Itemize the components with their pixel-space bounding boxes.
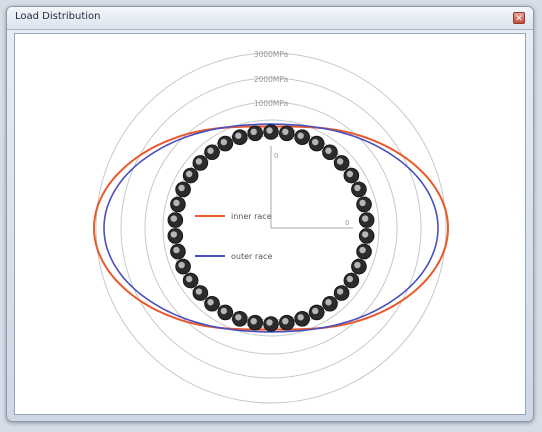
ball-highlight-20: [250, 317, 257, 325]
ball-highlight-10: [361, 231, 369, 238]
load-distribution-window: Load Distribution ✕ 3000MPa 2000MPa 1000MP…: [6, 6, 534, 422]
ring-2: [144, 101, 398, 355]
ball-highlight-37: [250, 128, 257, 136]
ring-label-2: 1000MPa: [254, 99, 288, 108]
ball-highlight-23: [207, 299, 214, 306]
ball-highlight-7: [354, 184, 361, 192]
legend-label-1: outer race: [231, 252, 272, 261]
ball-highlight-11: [359, 246, 366, 254]
ball-highlight-1: [282, 128, 289, 136]
title-bar: Load Distribution ✕: [7, 7, 533, 30]
ball-highlight-32: [185, 170, 193, 178]
ball-highlight-28: [170, 231, 178, 238]
ball-highlight-14: [336, 288, 344, 295]
axis-label-horizontal: 0: [345, 219, 349, 227]
ball-highlight-8: [359, 199, 366, 207]
ball-highlight-25: [185, 275, 193, 283]
ball-highlight-33: [195, 158, 203, 165]
ball-highlight-4: [325, 147, 332, 154]
ball-highlight-19: [266, 319, 273, 326]
ball-highlight-5: [336, 158, 344, 165]
ball-highlight-27: [173, 246, 180, 254]
ball-highlight-16: [311, 307, 319, 315]
ball-highlight-6: [346, 170, 354, 178]
ball-highlight-3: [311, 138, 319, 146]
chart-area: 3000MPa 2000MPa 1000MPa 0 0 inner race outer r…: [14, 33, 526, 415]
ring-label-1: 2000MPa: [254, 75, 288, 84]
outer-race-curve: [103, 123, 439, 333]
ball-highlight-30: [173, 199, 180, 207]
close-icon[interactable]: ✕: [513, 12, 525, 24]
ball-highlight-2: [297, 132, 304, 139]
ball-highlight-26: [178, 261, 185, 269]
ball-highlight-0: [266, 127, 273, 134]
load-distribution-chart: 3000MPa 2000MPa 1000MPa 0 0 inner race outer r…: [92, 50, 450, 404]
ball-highlight-17: [297, 314, 304, 321]
ball-highlight-13: [346, 275, 354, 283]
ring-label-0: 3000MPa: [254, 50, 288, 59]
ball-highlight-15: [325, 299, 332, 306]
ball-highlight-29: [170, 215, 178, 222]
ball-highlight-9: [361, 215, 369, 222]
ball-highlight-24: [195, 288, 203, 295]
ball-highlight-36: [235, 132, 242, 139]
window-title: Load Distribution: [15, 11, 101, 22]
ball-highlight-21: [235, 314, 242, 321]
ball-highlight-31: [178, 184, 185, 192]
ball-highlight-35: [220, 138, 228, 146]
ring-3: [162, 119, 380, 337]
axis-label-vertical: 0: [274, 152, 278, 160]
legend-label-0: inner race: [231, 212, 272, 221]
ball-highlight-18: [282, 317, 289, 325]
ball-highlight-34: [207, 147, 214, 154]
ball-highlight-12: [354, 261, 361, 269]
ring-0: [95, 52, 447, 404]
ball-highlight-22: [220, 307, 228, 315]
ring-1: [120, 77, 422, 379]
